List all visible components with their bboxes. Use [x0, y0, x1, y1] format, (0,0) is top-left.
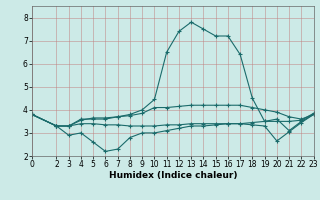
X-axis label: Humidex (Indice chaleur): Humidex (Indice chaleur): [108, 171, 237, 180]
